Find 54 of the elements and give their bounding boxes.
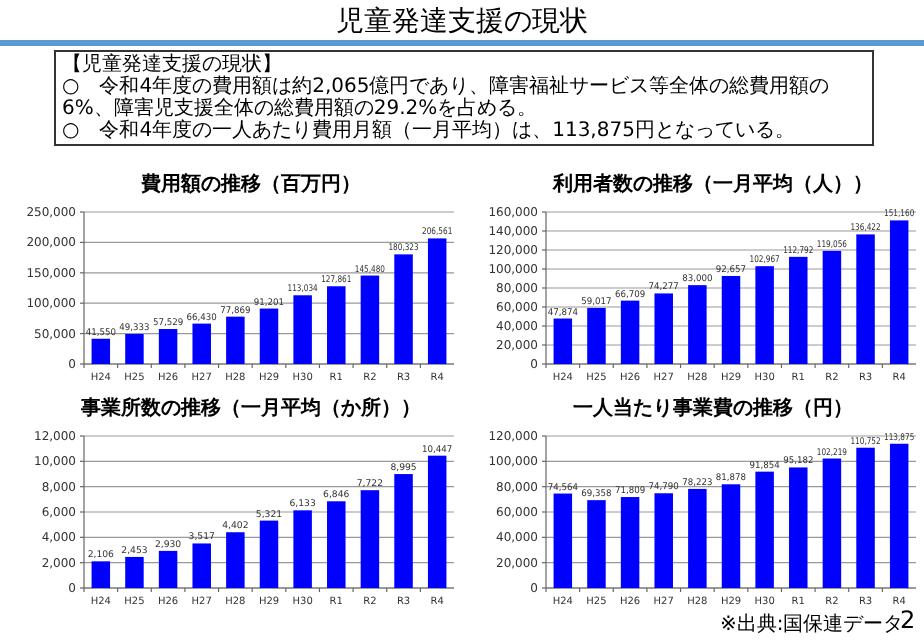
bar — [293, 295, 312, 364]
bar — [327, 286, 346, 364]
chart-title: 一人当たり事業費の推移（円） — [573, 396, 853, 420]
bar — [553, 318, 573, 364]
bar — [394, 474, 413, 588]
bar — [259, 520, 279, 588]
bar — [620, 497, 640, 588]
bar — [889, 220, 909, 364]
bar — [856, 447, 875, 588]
bar — [587, 500, 606, 588]
bar — [192, 323, 211, 364]
chart-title: 利用者数の推移（一月平均（人）） — [551, 172, 873, 196]
bar — [654, 293, 673, 364]
bar — [158, 329, 178, 364]
text: ○ 令和4年度の一人あたり費用月額（一月平均）は、113,875円となっている。 — [62, 120, 797, 142]
bar — [158, 550, 178, 588]
text: ○ 令和4年度の費用額は約2,065億円であり、障害福祉サービス等全体の総費用額の6%、障害児支援全体の総費用額の29.2%を占める。 — [62, 76, 832, 120]
text: ※出典:国保連データ — [720, 613, 904, 638]
bar — [789, 256, 808, 364]
bar — [327, 501, 346, 588]
bar — [226, 532, 245, 588]
bar — [889, 443, 909, 588]
chart-title: 費用額の推移（百万円） — [139, 172, 361, 196]
bar — [587, 307, 606, 364]
bar — [721, 275, 741, 364]
bar — [789, 467, 808, 588]
bar — [755, 266, 774, 364]
bar — [427, 455, 447, 588]
bar — [394, 254, 413, 364]
bar — [620, 300, 640, 364]
bar — [259, 308, 279, 364]
bar — [91, 561, 111, 588]
bar — [553, 493, 573, 588]
bar — [226, 316, 245, 364]
bar — [293, 510, 312, 588]
text: 2 — [900, 606, 916, 634]
text: 児童発達支援の現状 — [0, 0, 924, 46]
bar — [125, 556, 144, 588]
bar — [125, 334, 144, 364]
bar — [755, 471, 774, 588]
text: 【児童発達支援の現状】 — [62, 54, 284, 76]
bar — [427, 238, 447, 364]
bar — [192, 543, 211, 588]
bar — [822, 250, 842, 364]
bar — [721, 484, 741, 588]
chart-title: 事業所数の推移（一月平均（か所）） — [79, 396, 421, 420]
bar — [822, 458, 842, 588]
bar — [856, 234, 875, 364]
bar — [360, 275, 380, 364]
bar — [91, 338, 111, 364]
bar — [654, 493, 673, 588]
bar — [688, 488, 707, 588]
bar — [688, 285, 707, 364]
bar — [360, 490, 380, 588]
